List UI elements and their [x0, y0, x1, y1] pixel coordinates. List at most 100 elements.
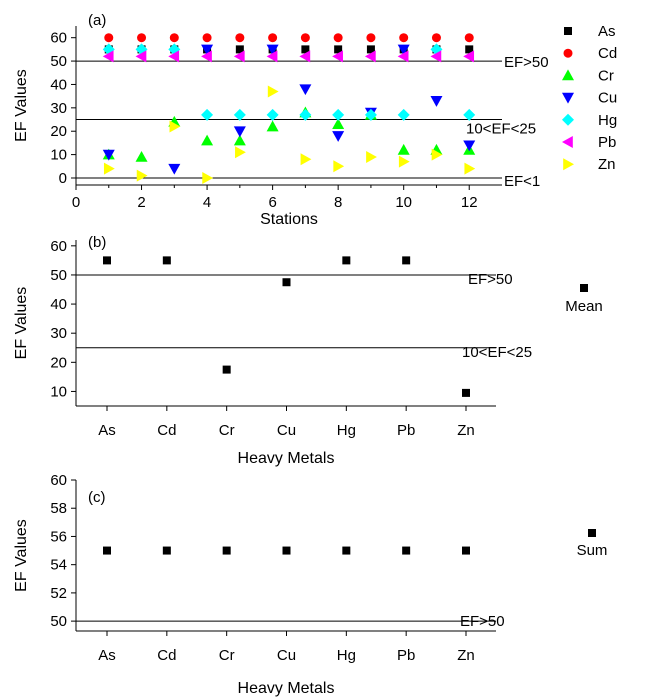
data-point-cu: [102, 149, 115, 161]
data-point-cu: [201, 44, 214, 56]
data-point-sum: [222, 546, 231, 555]
data-point-mean: [402, 256, 411, 265]
data-point-cd: [268, 33, 278, 43]
data-point-as: [301, 45, 310, 54]
x-tick-label: Cd: [157, 647, 176, 664]
data-point-cr: [233, 134, 246, 146]
legend-label: Cr: [598, 67, 614, 84]
legend-label: Sum: [577, 542, 608, 559]
x-tick-label: 10: [395, 194, 412, 211]
data-point-cr: [201, 134, 214, 146]
data-point-cu: [168, 163, 181, 175]
data-point-mean: [342, 256, 351, 265]
y-axis-title: EF Values: [13, 287, 30, 360]
data-point-cd: [464, 33, 474, 43]
data-point-mean: [462, 388, 470, 397]
y-tick-label: 50: [50, 613, 67, 630]
x-tick-label: 6: [268, 194, 276, 211]
legend-label: Cu: [598, 90, 617, 107]
data-point-mean: [282, 278, 291, 287]
x-axis-title: Heavy Metals: [238, 680, 335, 697]
x-tick-label: 2: [137, 194, 145, 211]
data-point-zn: [398, 155, 410, 168]
data-point-sum: [402, 546, 411, 555]
x-tick-label: As: [98, 422, 116, 439]
data-point-sum: [282, 546, 291, 555]
x-tick-label: Pb: [397, 647, 415, 664]
reference-line-label: 10<EF<25: [466, 121, 536, 138]
panel-label: (c): [88, 489, 106, 506]
data-point-cu: [299, 84, 312, 96]
data-point-zn: [202, 171, 214, 184]
data-point-cr: [135, 150, 148, 162]
data-point-cu: [266, 44, 279, 56]
data-point-cd: [333, 33, 343, 43]
legend-label: As: [598, 23, 616, 40]
data-point-pb: [397, 50, 409, 63]
y-tick-label: 50: [50, 53, 67, 70]
y-tick-label: 20: [50, 354, 67, 371]
x-tick-label: Zn: [457, 647, 475, 664]
x-axis-title: Stations: [260, 211, 318, 228]
x-axis-title: Heavy Metals: [238, 450, 335, 467]
data-point-mean: [103, 256, 111, 265]
legend-label: Mean: [565, 298, 603, 315]
legend-label: Cd: [598, 45, 617, 62]
reference-line-label: EF>50: [468, 271, 513, 288]
y-tick-label: 20: [50, 123, 67, 140]
data-point-hg: [332, 108, 345, 121]
legend-marker-zn: [563, 158, 574, 171]
data-point-cr: [266, 120, 279, 132]
legend-label: Zn: [598, 156, 616, 173]
data-point-as: [465, 45, 474, 54]
data-point-pb: [102, 50, 114, 63]
data-point-cu: [397, 44, 410, 56]
x-tick-label: Pb: [397, 422, 415, 439]
data-point-pb: [430, 50, 442, 63]
y-tick-label: 30: [50, 325, 67, 342]
data-point-sum: [342, 546, 351, 555]
data-point-cr: [397, 143, 410, 155]
data-point-cd: [235, 33, 245, 43]
x-tick-label: 0: [72, 194, 80, 211]
y-tick-label: 30: [50, 100, 67, 117]
data-point-hg: [233, 108, 246, 121]
data-point-sum: [162, 546, 171, 555]
data-point-cd: [431, 33, 441, 43]
y-tick-label: 10: [50, 383, 67, 400]
reference-line-label: EF>50: [504, 54, 549, 71]
reference-line-label: EF<1: [504, 173, 540, 190]
data-point-pb: [332, 50, 343, 63]
y-tick-label: 40: [50, 76, 67, 93]
data-point-as: [235, 45, 244, 54]
data-point-hg: [266, 108, 279, 121]
data-point-mean: [222, 365, 231, 374]
x-tick-label: Cd: [157, 422, 176, 439]
y-tick-label: 10: [50, 147, 67, 164]
x-tick-label: Cr: [219, 422, 235, 439]
data-point-hg: [201, 108, 214, 121]
data-point-cr: [332, 118, 345, 130]
y-tick-label: 60: [50, 238, 67, 255]
data-point-zn: [300, 153, 312, 166]
x-tick-label: Cu: [277, 647, 296, 664]
data-point-cu: [332, 131, 345, 142]
data-point-hg: [364, 108, 377, 121]
data-point-pb: [364, 50, 376, 63]
data-point-zn: [267, 85, 279, 98]
y-tick-label: 60: [50, 30, 67, 47]
y-tick-label: 56: [50, 528, 67, 545]
data-point-pb: [201, 50, 212, 63]
x-tick-label: 12: [461, 194, 478, 211]
data-point-cd: [366, 33, 376, 43]
data-point-as: [334, 45, 343, 54]
x-tick-label: Cr: [219, 647, 235, 664]
y-tick-label: 40: [50, 296, 67, 313]
data-point-zn: [431, 148, 443, 161]
x-tick-label: Hg: [337, 422, 356, 439]
reference-line-label: 10<EF<25: [462, 344, 532, 361]
data-point-pb: [233, 50, 245, 63]
legend-marker-mean: [580, 284, 588, 292]
